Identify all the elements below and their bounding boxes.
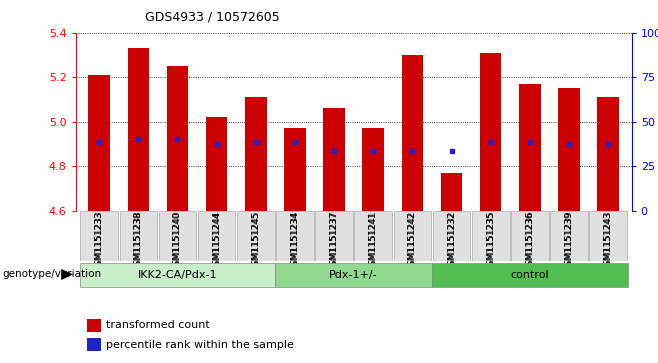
Text: GSM1151238: GSM1151238	[134, 212, 143, 272]
FancyBboxPatch shape	[159, 211, 196, 261]
Bar	[441, 173, 463, 211]
Text: GSM1151236: GSM1151236	[525, 211, 534, 271]
Bar	[128, 48, 149, 211]
Text: GSM1151241: GSM1151241	[368, 212, 378, 272]
Text: GSM1151232: GSM1151232	[447, 211, 456, 271]
Bar	[519, 84, 541, 211]
Text: GSM1151239: GSM1151239	[565, 211, 574, 271]
FancyBboxPatch shape	[80, 211, 118, 261]
Text: GSM1151233: GSM1151233	[95, 211, 104, 271]
Text: GSM1151233: GSM1151233	[95, 212, 104, 272]
Text: GSM1151236: GSM1151236	[525, 212, 534, 272]
Text: GSM1151237: GSM1151237	[330, 211, 339, 271]
Text: GSM1151242: GSM1151242	[408, 212, 417, 272]
Bar	[401, 55, 423, 211]
Text: transformed count: transformed count	[106, 320, 210, 330]
FancyBboxPatch shape	[315, 211, 353, 261]
FancyBboxPatch shape	[550, 211, 588, 261]
FancyBboxPatch shape	[355, 211, 392, 261]
Text: Pdx-1+/-: Pdx-1+/-	[330, 270, 378, 280]
Text: GSM1151243: GSM1151243	[603, 211, 613, 271]
Text: GSM1151243: GSM1151243	[603, 212, 613, 272]
Text: GDS4933 / 10572605: GDS4933 / 10572605	[145, 11, 280, 24]
Text: GSM1151245: GSM1151245	[251, 212, 261, 272]
Polygon shape	[61, 269, 73, 280]
Bar	[87, 319, 101, 332]
Bar	[87, 338, 101, 351]
Text: GSM1151242: GSM1151242	[408, 211, 417, 271]
Text: IKK2-CA/Pdx-1: IKK2-CA/Pdx-1	[138, 270, 217, 280]
FancyBboxPatch shape	[590, 211, 627, 261]
Text: GSM1151240: GSM1151240	[173, 212, 182, 272]
FancyBboxPatch shape	[393, 211, 431, 261]
Text: percentile rank within the sample: percentile rank within the sample	[106, 340, 294, 350]
Bar	[206, 117, 228, 211]
FancyBboxPatch shape	[472, 211, 509, 261]
FancyBboxPatch shape	[120, 211, 157, 261]
Bar	[284, 128, 306, 211]
FancyBboxPatch shape	[237, 211, 274, 261]
Text: GSM1151244: GSM1151244	[212, 212, 221, 272]
Text: GSM1151232: GSM1151232	[447, 212, 456, 272]
Text: GSM1151239: GSM1151239	[565, 212, 574, 272]
Bar	[166, 66, 188, 211]
Bar	[597, 97, 619, 211]
FancyBboxPatch shape	[80, 263, 275, 287]
Bar	[558, 88, 580, 211]
Text: GSM1151245: GSM1151245	[251, 211, 261, 271]
Text: GSM1151234: GSM1151234	[290, 211, 299, 271]
Text: GSM1151241: GSM1151241	[368, 211, 378, 271]
Text: control: control	[511, 270, 549, 280]
Text: GSM1151244: GSM1151244	[212, 211, 221, 271]
FancyBboxPatch shape	[433, 211, 470, 261]
Bar	[245, 97, 266, 211]
Text: GSM1151235: GSM1151235	[486, 211, 495, 271]
Text: GSM1151235: GSM1151235	[486, 212, 495, 272]
Text: GSM1151240: GSM1151240	[173, 211, 182, 271]
Text: GSM1151237: GSM1151237	[330, 212, 339, 272]
Bar	[88, 75, 110, 211]
FancyBboxPatch shape	[198, 211, 236, 261]
Bar	[323, 108, 345, 211]
Text: genotype/variation: genotype/variation	[2, 269, 101, 279]
FancyBboxPatch shape	[276, 211, 314, 261]
FancyBboxPatch shape	[432, 263, 628, 287]
Bar	[480, 53, 501, 211]
Text: GSM1151234: GSM1151234	[290, 212, 299, 272]
Bar	[363, 128, 384, 211]
FancyBboxPatch shape	[275, 263, 432, 287]
FancyBboxPatch shape	[511, 211, 549, 261]
Text: GSM1151238: GSM1151238	[134, 211, 143, 271]
